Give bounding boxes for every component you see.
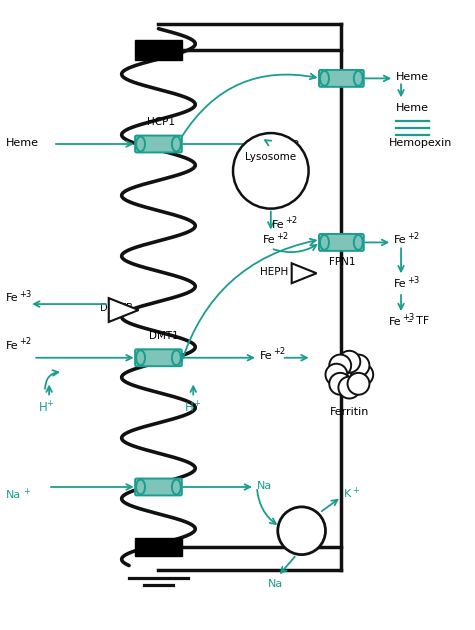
Text: +2: +2 <box>285 216 297 225</box>
Text: HCP1: HCP1 <box>147 117 175 127</box>
FancyBboxPatch shape <box>135 479 182 495</box>
Ellipse shape <box>172 137 181 151</box>
FancyBboxPatch shape <box>319 70 364 87</box>
Circle shape <box>329 373 351 395</box>
Circle shape <box>338 377 360 399</box>
Polygon shape <box>292 263 316 284</box>
Text: Fe: Fe <box>394 279 407 289</box>
Text: Heme: Heme <box>6 138 39 148</box>
Circle shape <box>325 364 347 386</box>
Text: Na: Na <box>268 580 283 590</box>
Text: +2: +2 <box>19 337 31 346</box>
Text: Hemopexin: Hemopexin <box>389 138 453 148</box>
Ellipse shape <box>320 71 329 86</box>
Text: DMT1: DMT1 <box>149 331 178 341</box>
Text: +2: +2 <box>276 232 288 241</box>
Circle shape <box>233 133 309 209</box>
Text: Na: Na <box>6 490 21 500</box>
Polygon shape <box>109 298 139 322</box>
Circle shape <box>338 351 360 373</box>
Ellipse shape <box>136 137 145 151</box>
Text: Lysosome: Lysosome <box>245 152 296 162</box>
Text: Heme: Heme <box>396 103 429 113</box>
Text: +: + <box>23 488 30 496</box>
Text: DCYTB: DCYTB <box>100 303 133 313</box>
Text: Heme: Heme <box>267 138 300 148</box>
Text: Fe: Fe <box>6 341 19 351</box>
Ellipse shape <box>136 479 145 495</box>
Ellipse shape <box>172 350 181 365</box>
FancyBboxPatch shape <box>319 234 364 251</box>
Text: +3: +3 <box>407 276 419 285</box>
Text: +2: +2 <box>273 347 285 357</box>
Text: K: K <box>343 489 351 499</box>
Text: Fe: Fe <box>260 351 273 361</box>
Ellipse shape <box>320 235 329 250</box>
Ellipse shape <box>172 479 181 495</box>
Bar <box>134 40 182 59</box>
Circle shape <box>278 507 325 554</box>
Text: +: + <box>193 399 200 408</box>
Text: Na: Na <box>257 481 272 491</box>
Text: Fe: Fe <box>6 293 19 303</box>
FancyBboxPatch shape <box>135 349 182 366</box>
Circle shape <box>329 355 351 377</box>
Text: Fe: Fe <box>389 317 402 327</box>
Ellipse shape <box>354 235 363 250</box>
Text: FPN1: FPN1 <box>329 257 356 267</box>
Text: HEPH: HEPH <box>260 267 288 277</box>
Text: Fe: Fe <box>394 236 407 246</box>
Text: Fe: Fe <box>263 236 275 246</box>
Ellipse shape <box>136 350 145 365</box>
Text: H: H <box>185 401 194 414</box>
Bar <box>134 537 182 556</box>
Text: Fe: Fe <box>272 219 285 229</box>
Ellipse shape <box>354 71 363 86</box>
Circle shape <box>348 355 370 377</box>
Circle shape <box>348 373 370 395</box>
Text: +2: +2 <box>407 232 419 241</box>
FancyBboxPatch shape <box>135 135 182 152</box>
Text: Ferritin: Ferritin <box>330 408 369 418</box>
Text: +3: +3 <box>402 314 414 323</box>
Text: H: H <box>39 401 48 414</box>
Text: – TF: – TF <box>407 316 429 326</box>
Circle shape <box>352 364 373 386</box>
Text: +: + <box>352 486 359 495</box>
Text: +3: +3 <box>19 290 31 299</box>
Text: Heme: Heme <box>396 72 429 83</box>
Text: +: + <box>47 399 54 408</box>
